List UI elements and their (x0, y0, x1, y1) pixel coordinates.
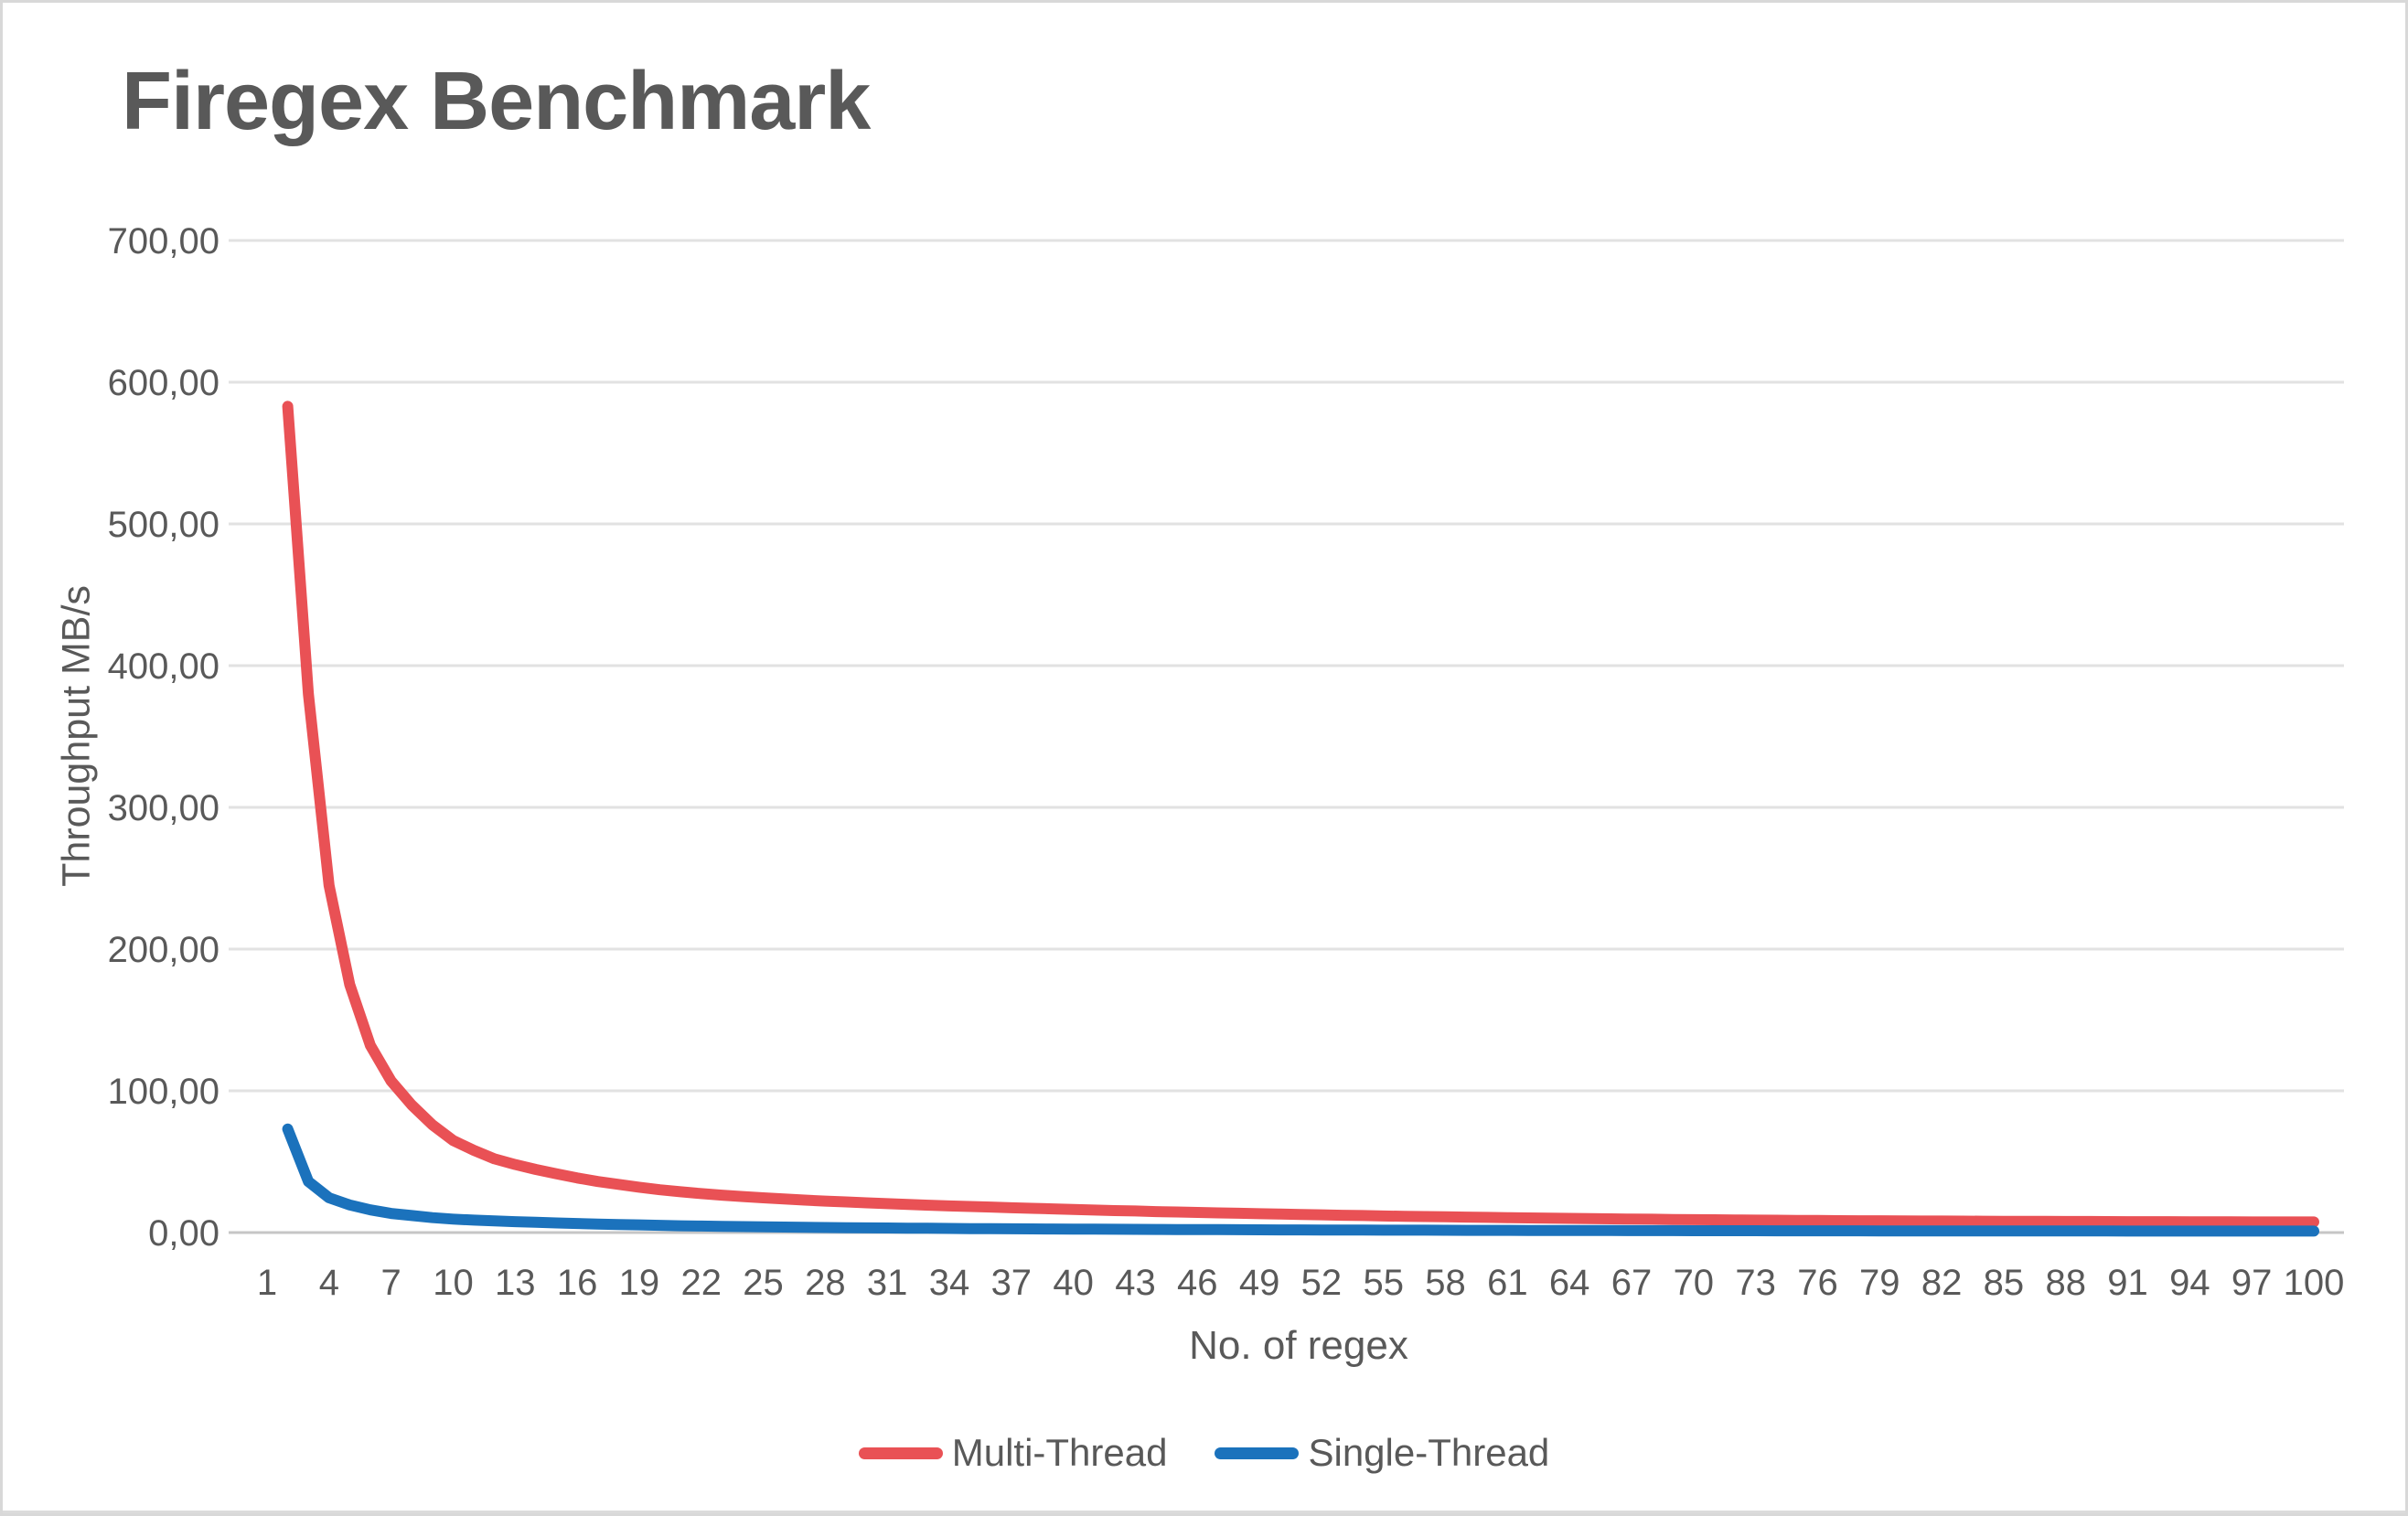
x-tick-label: 31 (867, 1263, 908, 1303)
x-tick-label: 82 (1921, 1263, 1963, 1303)
x-tick-label: 58 (1425, 1263, 1466, 1303)
x-tick-label: 70 (1674, 1263, 1715, 1303)
series-line-multi-thread (282, 400, 2319, 1228)
x-tick-label: 94 (2169, 1263, 2210, 1303)
x-tick-label: 34 (929, 1263, 970, 1303)
y-tick-label: 600,00 (108, 363, 219, 403)
chart-title: Firegex Benchmark (122, 56, 871, 147)
x-tick-label: 67 (1611, 1263, 1653, 1303)
x-tick-label: 52 (1301, 1263, 1343, 1303)
x-tick-label: 73 (1735, 1263, 1776, 1303)
x-tick-label: 16 (557, 1263, 598, 1303)
legend-label-multi-thread: Multi-Thread (951, 1431, 1168, 1474)
series-line-single-thread (282, 1123, 2319, 1237)
y-tick-label: 300,00 (108, 788, 219, 828)
x-tick-label: 40 (1053, 1263, 1094, 1303)
x-tick-label: 4 (319, 1263, 339, 1303)
single-thread-line-swatch (1215, 1447, 1300, 1459)
y-tick-label: 500,00 (108, 505, 219, 545)
x-tick-label: 10 (433, 1263, 474, 1303)
x-tick-label: 100 (2284, 1263, 2345, 1303)
y-tick-label: 400,00 (108, 646, 219, 687)
legend-label-single-thread: Single-Thread (1308, 1431, 1550, 1474)
y-tick-label: 700,00 (108, 221, 219, 262)
legend-item-single-thread: Single-Thread (1215, 1431, 1549, 1475)
x-tick-label: 7 (381, 1263, 401, 1303)
x-tick-label: 43 (1115, 1263, 1156, 1303)
x-axis-title: No. of regex (1189, 1323, 1408, 1368)
y-tick-label: 0,00 (148, 1213, 219, 1254)
legend-item-multi-thread: Multi-Thread (858, 1431, 1168, 1475)
legend: Multi-Thread Single-Thread (0, 1423, 2408, 1483)
x-tick-label: 46 (1177, 1263, 1218, 1303)
x-tick-label: 79 (1859, 1263, 1900, 1303)
x-tick-label: 25 (743, 1263, 784, 1303)
x-tick-label: 1 (257, 1263, 277, 1303)
x-tick-label: 55 (1363, 1263, 1404, 1303)
y-tick-label: 100,00 (108, 1072, 219, 1112)
x-tick-label: 19 (619, 1263, 660, 1303)
x-tick-label: 13 (495, 1263, 536, 1303)
x-tick-label: 37 (991, 1263, 1033, 1303)
y-axis-title: Throughput MB/s (54, 585, 99, 887)
x-tick-label: 61 (1487, 1263, 1528, 1303)
x-tick-label: 97 (2231, 1263, 2273, 1303)
x-tick-label: 49 (1239, 1263, 1280, 1303)
x-tick-label: 64 (1549, 1263, 1590, 1303)
x-tick-label: 76 (1797, 1263, 1838, 1303)
x-tick-label: 22 (680, 1263, 722, 1303)
multi-thread-line-swatch (858, 1447, 943, 1459)
x-tick-label: 88 (2045, 1263, 2086, 1303)
x-tick-label: 28 (805, 1263, 846, 1303)
x-tick-label: 91 (2107, 1263, 2148, 1303)
y-tick-label: 200,00 (108, 930, 219, 970)
x-tick-label: 85 (1984, 1263, 2025, 1303)
